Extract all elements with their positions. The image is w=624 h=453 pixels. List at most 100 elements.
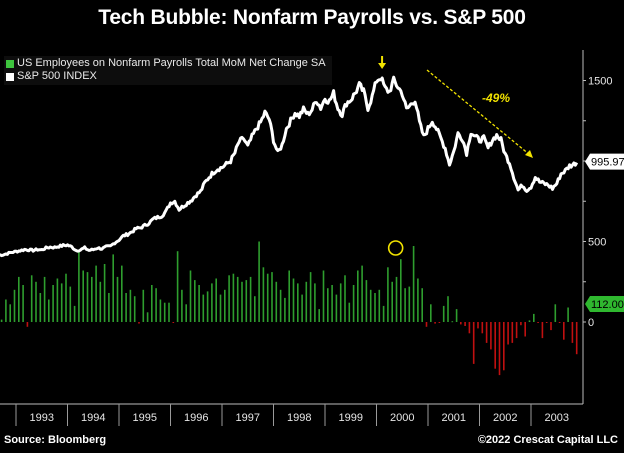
payroll-bar <box>455 309 458 322</box>
payroll-bar <box>481 322 484 334</box>
y-tick-label: 500 <box>588 237 606 249</box>
payroll-bar <box>133 296 136 322</box>
payroll-bar <box>297 283 299 322</box>
payroll-bar <box>172 322 175 323</box>
payroll-bar <box>374 293 376 322</box>
legend-item-sp500[interactable]: S&P 500 INDEX <box>6 70 326 83</box>
payroll-bar <box>189 270 192 322</box>
payroll-bar <box>520 322 522 326</box>
payroll-bar <box>567 307 569 322</box>
x-tick-label: 1999 <box>339 412 363 424</box>
payroll-bar <box>211 283 213 322</box>
payroll-bar <box>82 270 84 322</box>
payroll-bar <box>266 273 269 322</box>
payroll-bar <box>151 285 153 322</box>
x-axis: 1993 1994 1995 1996 1997 1998 1999 2000 2001 2002… <box>15 404 569 426</box>
payroll-bar <box>279 289 282 322</box>
payroll-bar <box>215 278 217 322</box>
payroll-bar <box>554 304 557 322</box>
x-tick-label: 1998 <box>287 412 311 424</box>
payroll-bar <box>13 289 16 322</box>
payroll-bar <box>91 276 93 322</box>
payroll-bar <box>408 286 411 322</box>
payroll-bar <box>533 313 535 322</box>
payroll-bar <box>417 278 419 322</box>
payroll-bar <box>288 270 290 322</box>
payroll-bar <box>382 305 385 322</box>
value-badges: 995.97 112.00 <box>585 153 624 312</box>
payroll-bar <box>254 296 256 322</box>
payroll-bar <box>292 278 295 322</box>
source-label: Source: Bloomberg <box>4 434 107 446</box>
payroll-bar <box>477 322 479 329</box>
payroll-bar <box>412 246 415 322</box>
payroll-bar <box>176 251 179 322</box>
payroll-bar <box>485 322 488 343</box>
y-tick-label: 0 <box>588 317 594 329</box>
legend-label-payrolls: US Employees on Nonfarm Payrolls Total M… <box>17 57 326 69</box>
payroll-bar <box>507 322 509 345</box>
payroll-bar <box>206 291 209 322</box>
payroll-bar <box>168 302 170 322</box>
payroll-bar <box>327 288 329 322</box>
sp500-last-value-badge-bg <box>585 153 624 170</box>
payroll-bar <box>550 322 552 331</box>
payroll-bar <box>163 302 166 322</box>
payroll-bar <box>219 294 222 322</box>
payroll-bar <box>35 281 37 323</box>
payroll-bar <box>515 322 518 339</box>
payroll-bar <box>39 293 42 322</box>
payroll-bar <box>541 322 544 339</box>
y-axis: 0 500 1500 <box>583 76 612 329</box>
payroll-bar <box>442 305 445 322</box>
payroll-bar <box>0 319 3 322</box>
payroll-bar <box>138 322 140 324</box>
payroll-bar <box>78 251 80 322</box>
payroll-bar <box>528 320 531 322</box>
payroll-bar <box>43 276 46 322</box>
payroll-bar <box>159 299 162 322</box>
payroll-bar <box>202 294 205 322</box>
payroll-bar <box>99 281 102 323</box>
payroll-bar <box>116 276 119 322</box>
payroll-bar <box>464 322 466 326</box>
payroll-bar <box>73 305 76 322</box>
payroll-bar <box>56 278 59 322</box>
payroll-bar <box>301 294 303 322</box>
payroll-bar <box>352 285 355 322</box>
payroll-bar <box>318 309 320 322</box>
payroll-bar <box>284 297 286 323</box>
payroll-bar <box>121 265 123 322</box>
x-tick-label: 1994 <box>81 412 105 424</box>
payroll-bar <box>232 273 235 322</box>
payroll-bar <box>262 267 265 322</box>
payroll-bar <box>357 270 359 322</box>
payroll-bar <box>18 276 20 322</box>
payroll-bar <box>185 304 187 322</box>
payroll-bar <box>60 283 63 322</box>
payroll-bar <box>249 276 252 322</box>
payroll-bar <box>108 293 110 322</box>
payroll-bar <box>26 322 29 327</box>
payroll-bar <box>258 241 260 322</box>
payroll-bar <box>198 285 200 322</box>
payroll-bar <box>378 289 381 322</box>
payroll-bar <box>391 281 393 323</box>
payroll-bar <box>348 302 351 322</box>
payroll-bars <box>0 241 578 376</box>
payroll-bar <box>30 275 33 322</box>
x-tick-label: 2000 <box>390 412 414 424</box>
decline-percent-label: -49% <box>482 91 510 105</box>
payroll-bar <box>95 265 97 322</box>
x-tick-label: 1996 <box>184 412 208 424</box>
payroll-bar <box>537 322 539 323</box>
payroll-bar <box>425 322 428 327</box>
payroll-bar <box>194 280 196 322</box>
payroll-bar <box>236 276 239 322</box>
legend-item-payrolls[interactable]: US Employees on Nonfarm Payrolls Total M… <box>6 57 326 70</box>
payroll-bar <box>125 293 127 322</box>
payroll-bar <box>494 322 496 369</box>
payroll-bar <box>468 322 471 334</box>
payroll-bar <box>224 289 226 322</box>
